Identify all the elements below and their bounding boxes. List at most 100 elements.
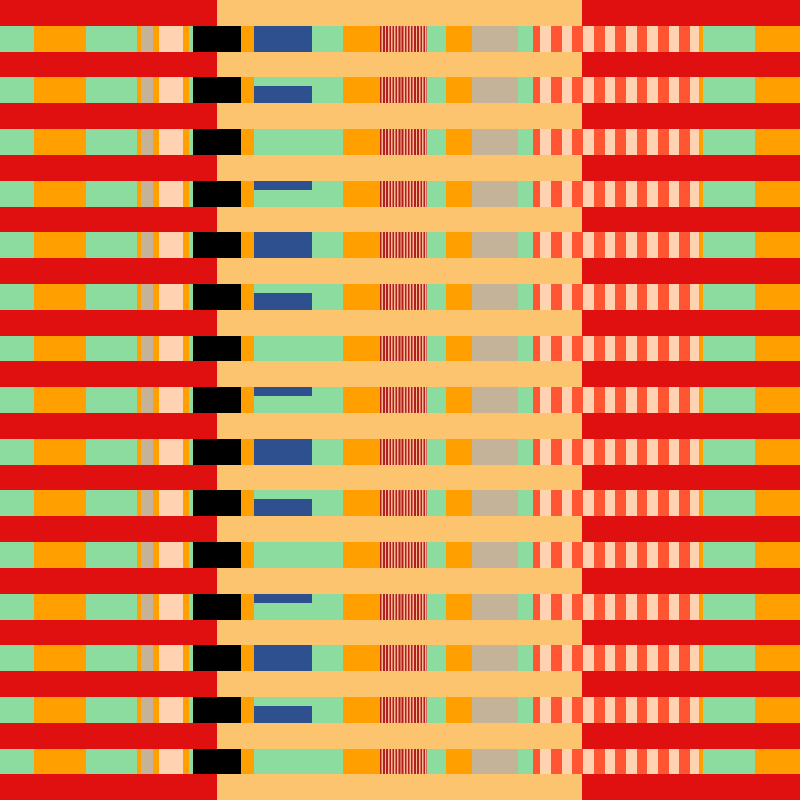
row-segment	[703, 335, 755, 362]
row-segment	[0, 25, 34, 52]
row-segment	[380, 25, 427, 52]
checker-stripe	[551, 335, 562, 362]
row-segment	[141, 232, 153, 259]
row-segment	[137, 645, 141, 672]
checker-stripe	[690, 748, 699, 775]
checker-stripe	[647, 129, 658, 155]
colored-row	[0, 438, 800, 465]
checker-stripe	[679, 748, 690, 775]
checker-stripe	[615, 335, 626, 362]
row-segment	[183, 490, 189, 517]
checker-stripe	[647, 283, 658, 310]
checker-stripe	[533, 180, 540, 207]
row-segment	[427, 25, 446, 52]
row-segment	[241, 335, 254, 362]
red-band	[0, 51, 800, 78]
row-segment	[755, 180, 800, 207]
row-segment	[183, 645, 189, 672]
checker-stripe	[583, 748, 594, 775]
row-segment	[380, 335, 427, 362]
row-segment	[703, 593, 755, 620]
row-segment	[193, 129, 241, 155]
checker-stripe	[594, 438, 605, 465]
band-center-peach	[217, 361, 582, 388]
row-segment	[312, 77, 343, 104]
checker-stripe	[690, 180, 699, 207]
checker-stripe	[605, 645, 615, 672]
band-left-red	[0, 619, 217, 646]
row-segment	[34, 645, 86, 672]
checker-stripe	[690, 129, 699, 155]
checker-stripe	[658, 180, 669, 207]
checker-stripe	[658, 542, 669, 568]
row-segment	[34, 129, 86, 155]
blue-block	[254, 86, 312, 104]
row-segment	[518, 748, 533, 775]
checker-stripe	[540, 77, 551, 104]
checker-stripe	[658, 335, 669, 362]
checker-stripe	[637, 232, 647, 259]
row-segment	[312, 490, 343, 517]
checker-stripe	[533, 645, 540, 672]
band-left-red	[0, 309, 217, 336]
row-segment	[699, 77, 703, 104]
checker-stripe	[540, 335, 551, 362]
checker-stripe	[533, 748, 540, 775]
checker-stripe	[551, 25, 562, 52]
row-segment	[427, 696, 446, 723]
row-segment	[86, 180, 137, 207]
row-segment	[193, 696, 241, 723]
red-band	[0, 103, 800, 130]
checker-stripe	[679, 335, 690, 362]
row-segment	[427, 232, 446, 259]
checker-stripe	[669, 542, 679, 568]
row-segment	[472, 232, 518, 259]
checker-stripe	[679, 490, 690, 517]
checker-stripe	[583, 335, 594, 362]
checker-stripe	[562, 387, 572, 413]
row-segment	[254, 77, 312, 104]
checker-stripe	[658, 645, 669, 672]
row-segment	[427, 748, 446, 775]
checker-stripe	[679, 387, 690, 413]
band-right-red	[582, 103, 800, 130]
red-band	[0, 619, 800, 646]
band-center-peach	[217, 103, 582, 130]
row-segment	[254, 283, 312, 310]
checker-stripe	[605, 696, 615, 723]
band-left-red	[0, 154, 217, 181]
checker-stripe	[647, 542, 658, 568]
row-segment	[446, 542, 472, 568]
checker-stripe	[594, 232, 605, 259]
checker-stripe	[605, 283, 615, 310]
row-segment	[254, 542, 312, 568]
band-center-peach	[217, 154, 582, 181]
row-segment	[755, 748, 800, 775]
row-segment	[159, 335, 183, 362]
row-segment	[0, 490, 34, 517]
checker-stripe	[594, 335, 605, 362]
checker-stripe	[669, 335, 679, 362]
row-segment	[518, 25, 533, 52]
row-segment	[312, 645, 343, 672]
blue-block	[254, 292, 312, 310]
row-segment	[137, 593, 141, 620]
checker-stripe	[690, 645, 699, 672]
band-left-red	[0, 103, 217, 130]
row-segment	[183, 77, 189, 104]
row-segment	[141, 129, 153, 155]
checker-stripe	[647, 593, 658, 620]
colored-row	[0, 77, 800, 104]
row-segment	[703, 387, 755, 413]
row-segment	[137, 25, 141, 52]
row-segment	[34, 283, 86, 310]
row-segment	[0, 129, 34, 155]
red-band	[0, 309, 800, 336]
row-segment	[159, 696, 183, 723]
row-segment	[518, 696, 533, 723]
row-segment	[755, 232, 800, 259]
checker-stripe	[572, 335, 583, 362]
checker-stripe	[679, 232, 690, 259]
row-segment	[699, 593, 703, 620]
checker-stripe	[626, 490, 637, 517]
